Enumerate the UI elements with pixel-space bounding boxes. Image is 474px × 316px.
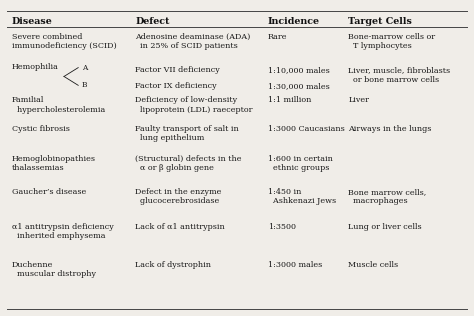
Text: Liver, muscle, fibroblasts
  or bone marrow cells: Liver, muscle, fibroblasts or bone marro…	[348, 66, 450, 83]
Text: Lung or liver cells: Lung or liver cells	[348, 223, 422, 231]
Text: Factor IX deficiency: Factor IX deficiency	[135, 82, 217, 90]
Text: Lack of α1 antitrypsin: Lack of α1 antitrypsin	[135, 223, 225, 231]
Text: α1 antitrypsin deficiency
  inherited emphysema: α1 antitrypsin deficiency inherited emph…	[12, 223, 114, 240]
Text: Hemophilia: Hemophilia	[12, 63, 59, 71]
Text: Severe combined
immunodeficiency (SCID): Severe combined immunodeficiency (SCID)	[12, 33, 117, 50]
Text: Defect in the enzyme
  glucocerebrosidase: Defect in the enzyme glucocerebrosidase	[135, 188, 221, 205]
Text: 1:450 in
  Ashkenazi Jews: 1:450 in Ashkenazi Jews	[268, 188, 336, 205]
Text: Gaucher’s disease: Gaucher’s disease	[12, 188, 86, 196]
Text: Airways in the lungs: Airways in the lungs	[348, 125, 432, 133]
Text: Defect: Defect	[135, 17, 170, 26]
Text: Factor VII deficiency: Factor VII deficiency	[135, 66, 220, 74]
Text: 1:1 million: 1:1 million	[268, 96, 311, 104]
Text: Duchenne
  muscular distrophy: Duchenne muscular distrophy	[12, 261, 96, 278]
Text: Adenosine deaminase (ADA)
  in 25% of SCID patients: Adenosine deaminase (ADA) in 25% of SCID…	[135, 33, 250, 50]
Text: Muscle cells: Muscle cells	[348, 261, 399, 269]
Text: 1:10,000 males: 1:10,000 males	[268, 66, 329, 74]
Text: Cystic fibrosis: Cystic fibrosis	[12, 125, 70, 133]
Text: 1:3000 males: 1:3000 males	[268, 261, 322, 269]
Text: Target Cells: Target Cells	[348, 17, 412, 26]
Text: Hemoglobinopathies
thalassemias: Hemoglobinopathies thalassemias	[12, 155, 96, 172]
Text: Familial
  hypercholesterolemia: Familial hypercholesterolemia	[12, 96, 105, 113]
Text: A: A	[82, 64, 87, 72]
Text: Incidence: Incidence	[268, 17, 320, 26]
Text: Bone-marrow cells or
  T lymphocytes: Bone-marrow cells or T lymphocytes	[348, 33, 436, 50]
Text: Rare: Rare	[268, 33, 287, 41]
Text: Bone marrow cells,
  macrophages: Bone marrow cells, macrophages	[348, 188, 427, 205]
Text: Liver: Liver	[348, 96, 369, 104]
Text: 1:3500: 1:3500	[268, 223, 296, 231]
Text: 1:30,000 males: 1:30,000 males	[268, 82, 329, 90]
Text: Faulty transport of salt in
  lung epithelium: Faulty transport of salt in lung epithel…	[135, 125, 239, 142]
Text: Lack of dystrophin: Lack of dystrophin	[135, 261, 211, 269]
Text: 1:600 in certain
  ethnic groups: 1:600 in certain ethnic groups	[268, 155, 333, 172]
Text: Deficiency of low-density
  lipoprotein (LDL) raeceptor: Deficiency of low-density lipoprotein (L…	[135, 96, 253, 113]
Text: Disease: Disease	[12, 17, 53, 26]
Text: B: B	[82, 81, 88, 89]
Text: (Structural) defects in the
  α or β globin gene: (Structural) defects in the α or β globi…	[135, 155, 242, 172]
Text: 1:3000 Caucasians: 1:3000 Caucasians	[268, 125, 345, 133]
